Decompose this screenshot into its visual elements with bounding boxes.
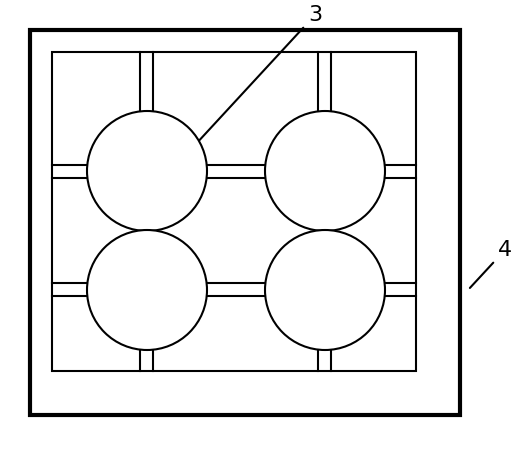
- Text: 4: 4: [470, 240, 512, 288]
- Circle shape: [87, 111, 207, 231]
- Text: 3: 3: [197, 5, 322, 143]
- Circle shape: [265, 111, 385, 231]
- Circle shape: [265, 230, 385, 350]
- Circle shape: [87, 230, 207, 350]
- Bar: [30, 30, 460, 415]
- Bar: [52, 52, 416, 371]
